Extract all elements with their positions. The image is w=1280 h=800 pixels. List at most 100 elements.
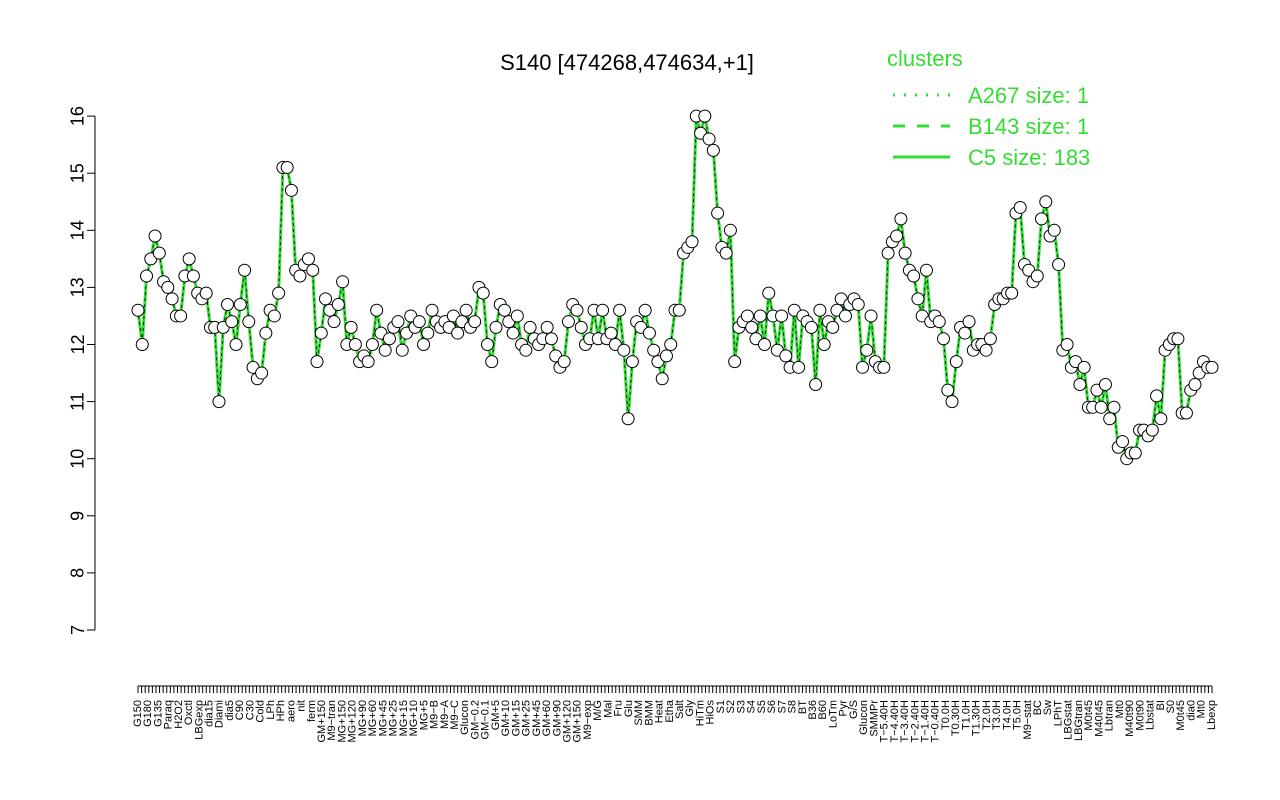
data-point xyxy=(894,212,908,226)
data-point xyxy=(425,303,439,317)
x-tick-label: G135 xyxy=(152,700,164,727)
data-point xyxy=(421,326,435,340)
x-tick-label: MG+15 xyxy=(398,700,410,736)
data-point xyxy=(561,315,575,329)
x-tick-label: M40t45 xyxy=(1093,700,1105,737)
x-tick-label: MG+10 xyxy=(408,700,420,736)
data-point xyxy=(1073,377,1087,391)
data-point xyxy=(706,143,720,157)
x-tick-label: T1.0H xyxy=(960,700,972,730)
data-point xyxy=(310,355,324,369)
legend-entry-c5: C5 size: 183 xyxy=(968,145,1090,170)
x-tick-label: T5.0H xyxy=(1012,700,1024,730)
data-point xyxy=(1179,406,1193,420)
x-tick-label: LoTm xyxy=(827,700,839,728)
x-tick-label: Glucon xyxy=(858,700,870,735)
x-tick-label: GM+25 xyxy=(521,700,533,736)
x-tick-label: LBGstat xyxy=(1063,700,1075,740)
data-point xyxy=(331,298,345,312)
x-tick-label: M9−B xyxy=(429,700,441,729)
data-point xyxy=(1052,258,1066,272)
x-tick-label: Gly xyxy=(684,700,696,717)
data-point xyxy=(740,309,754,323)
data-point xyxy=(229,338,243,351)
data-point xyxy=(412,315,426,329)
data-point xyxy=(135,338,149,351)
legend-entry-a267: A267 size: 1 xyxy=(968,83,1089,108)
data-point xyxy=(199,286,213,300)
data-point xyxy=(1116,435,1129,449)
data-point xyxy=(728,355,742,369)
x-tick-label: S7 xyxy=(776,700,788,713)
data-point xyxy=(1150,389,1164,403)
data-point xyxy=(1077,360,1091,374)
x-tick-label: S5 xyxy=(756,700,768,713)
x-tick-label: Glu xyxy=(623,700,635,717)
data-point xyxy=(382,332,396,346)
data-point xyxy=(238,263,252,277)
x-tick-label: GM+60 xyxy=(541,700,553,736)
points-layer xyxy=(131,109,1219,466)
x-tick-label: S2 xyxy=(725,700,737,713)
data-point xyxy=(221,298,234,312)
x-tick-label: T−3.40H xyxy=(899,700,911,743)
chart-title: S140 [474268,474634,+1] xyxy=(500,50,754,75)
data-point xyxy=(1107,400,1121,414)
data-point xyxy=(212,395,226,409)
x-tick-label: T2.0H xyxy=(981,700,993,730)
data-point xyxy=(182,252,196,266)
data-point xyxy=(753,309,767,323)
x-tick-label: LBGexp xyxy=(193,700,205,740)
data-point xyxy=(348,338,362,351)
data-point xyxy=(140,269,154,283)
data-point xyxy=(698,109,712,123)
data-point xyxy=(1171,332,1185,346)
y-tick-label: 8 xyxy=(68,568,88,578)
x-tick-label: T−2.40H xyxy=(909,700,921,743)
x-tick-label: M0t45 xyxy=(1083,700,1095,731)
x-tick-label: M0t45 xyxy=(1175,700,1187,731)
x-tick-label: BC xyxy=(1032,700,1044,715)
x-tick-label: GM+90 xyxy=(551,700,563,736)
data-point xyxy=(280,160,294,174)
data-point xyxy=(1205,360,1219,374)
x-tick-label: Cold xyxy=(255,700,267,723)
x-tick-label: aero xyxy=(285,700,297,722)
x-tick-label: BT xyxy=(797,700,809,714)
x-tick-label: GM+45 xyxy=(531,700,543,736)
data-point xyxy=(1154,412,1168,426)
x-tick-label: GM+120 xyxy=(562,700,574,743)
data-point xyxy=(1103,412,1117,426)
data-point xyxy=(642,326,656,340)
x-tick-label: HiTm xyxy=(694,700,706,726)
x-tick-label: G150 xyxy=(132,700,144,727)
x-tick-label: C30 xyxy=(244,700,256,720)
data-point xyxy=(702,132,716,146)
x-tick-label: GM+150 xyxy=(572,700,584,743)
data-point xyxy=(314,326,328,340)
data-point xyxy=(480,338,494,351)
data-point xyxy=(907,269,921,283)
y-tick-label: 12 xyxy=(68,334,88,354)
data-point xyxy=(1094,400,1108,414)
x-tick-label: ferm xyxy=(306,700,318,722)
x-tick-label: Lbstat xyxy=(1145,700,1157,730)
data-point xyxy=(468,315,482,329)
data-point xyxy=(860,343,874,357)
data-point xyxy=(1005,286,1019,300)
data-point xyxy=(284,183,298,197)
data-point xyxy=(293,269,307,283)
x-tick-label: M9−stat xyxy=(1022,700,1034,739)
y-tick-label: 11 xyxy=(68,392,88,411)
x-tick-label: MG+5 xyxy=(418,700,430,730)
data-point xyxy=(941,383,955,397)
x-tick-label: G180 xyxy=(142,700,154,727)
x-tick-label: C90 xyxy=(234,700,246,720)
x-tick-label: MG+90 xyxy=(357,700,369,736)
data-point xyxy=(711,206,725,220)
data-point xyxy=(327,315,341,329)
data-point xyxy=(962,315,976,329)
x-tick-label: MG+120 xyxy=(347,700,359,743)
data-point xyxy=(370,303,384,317)
